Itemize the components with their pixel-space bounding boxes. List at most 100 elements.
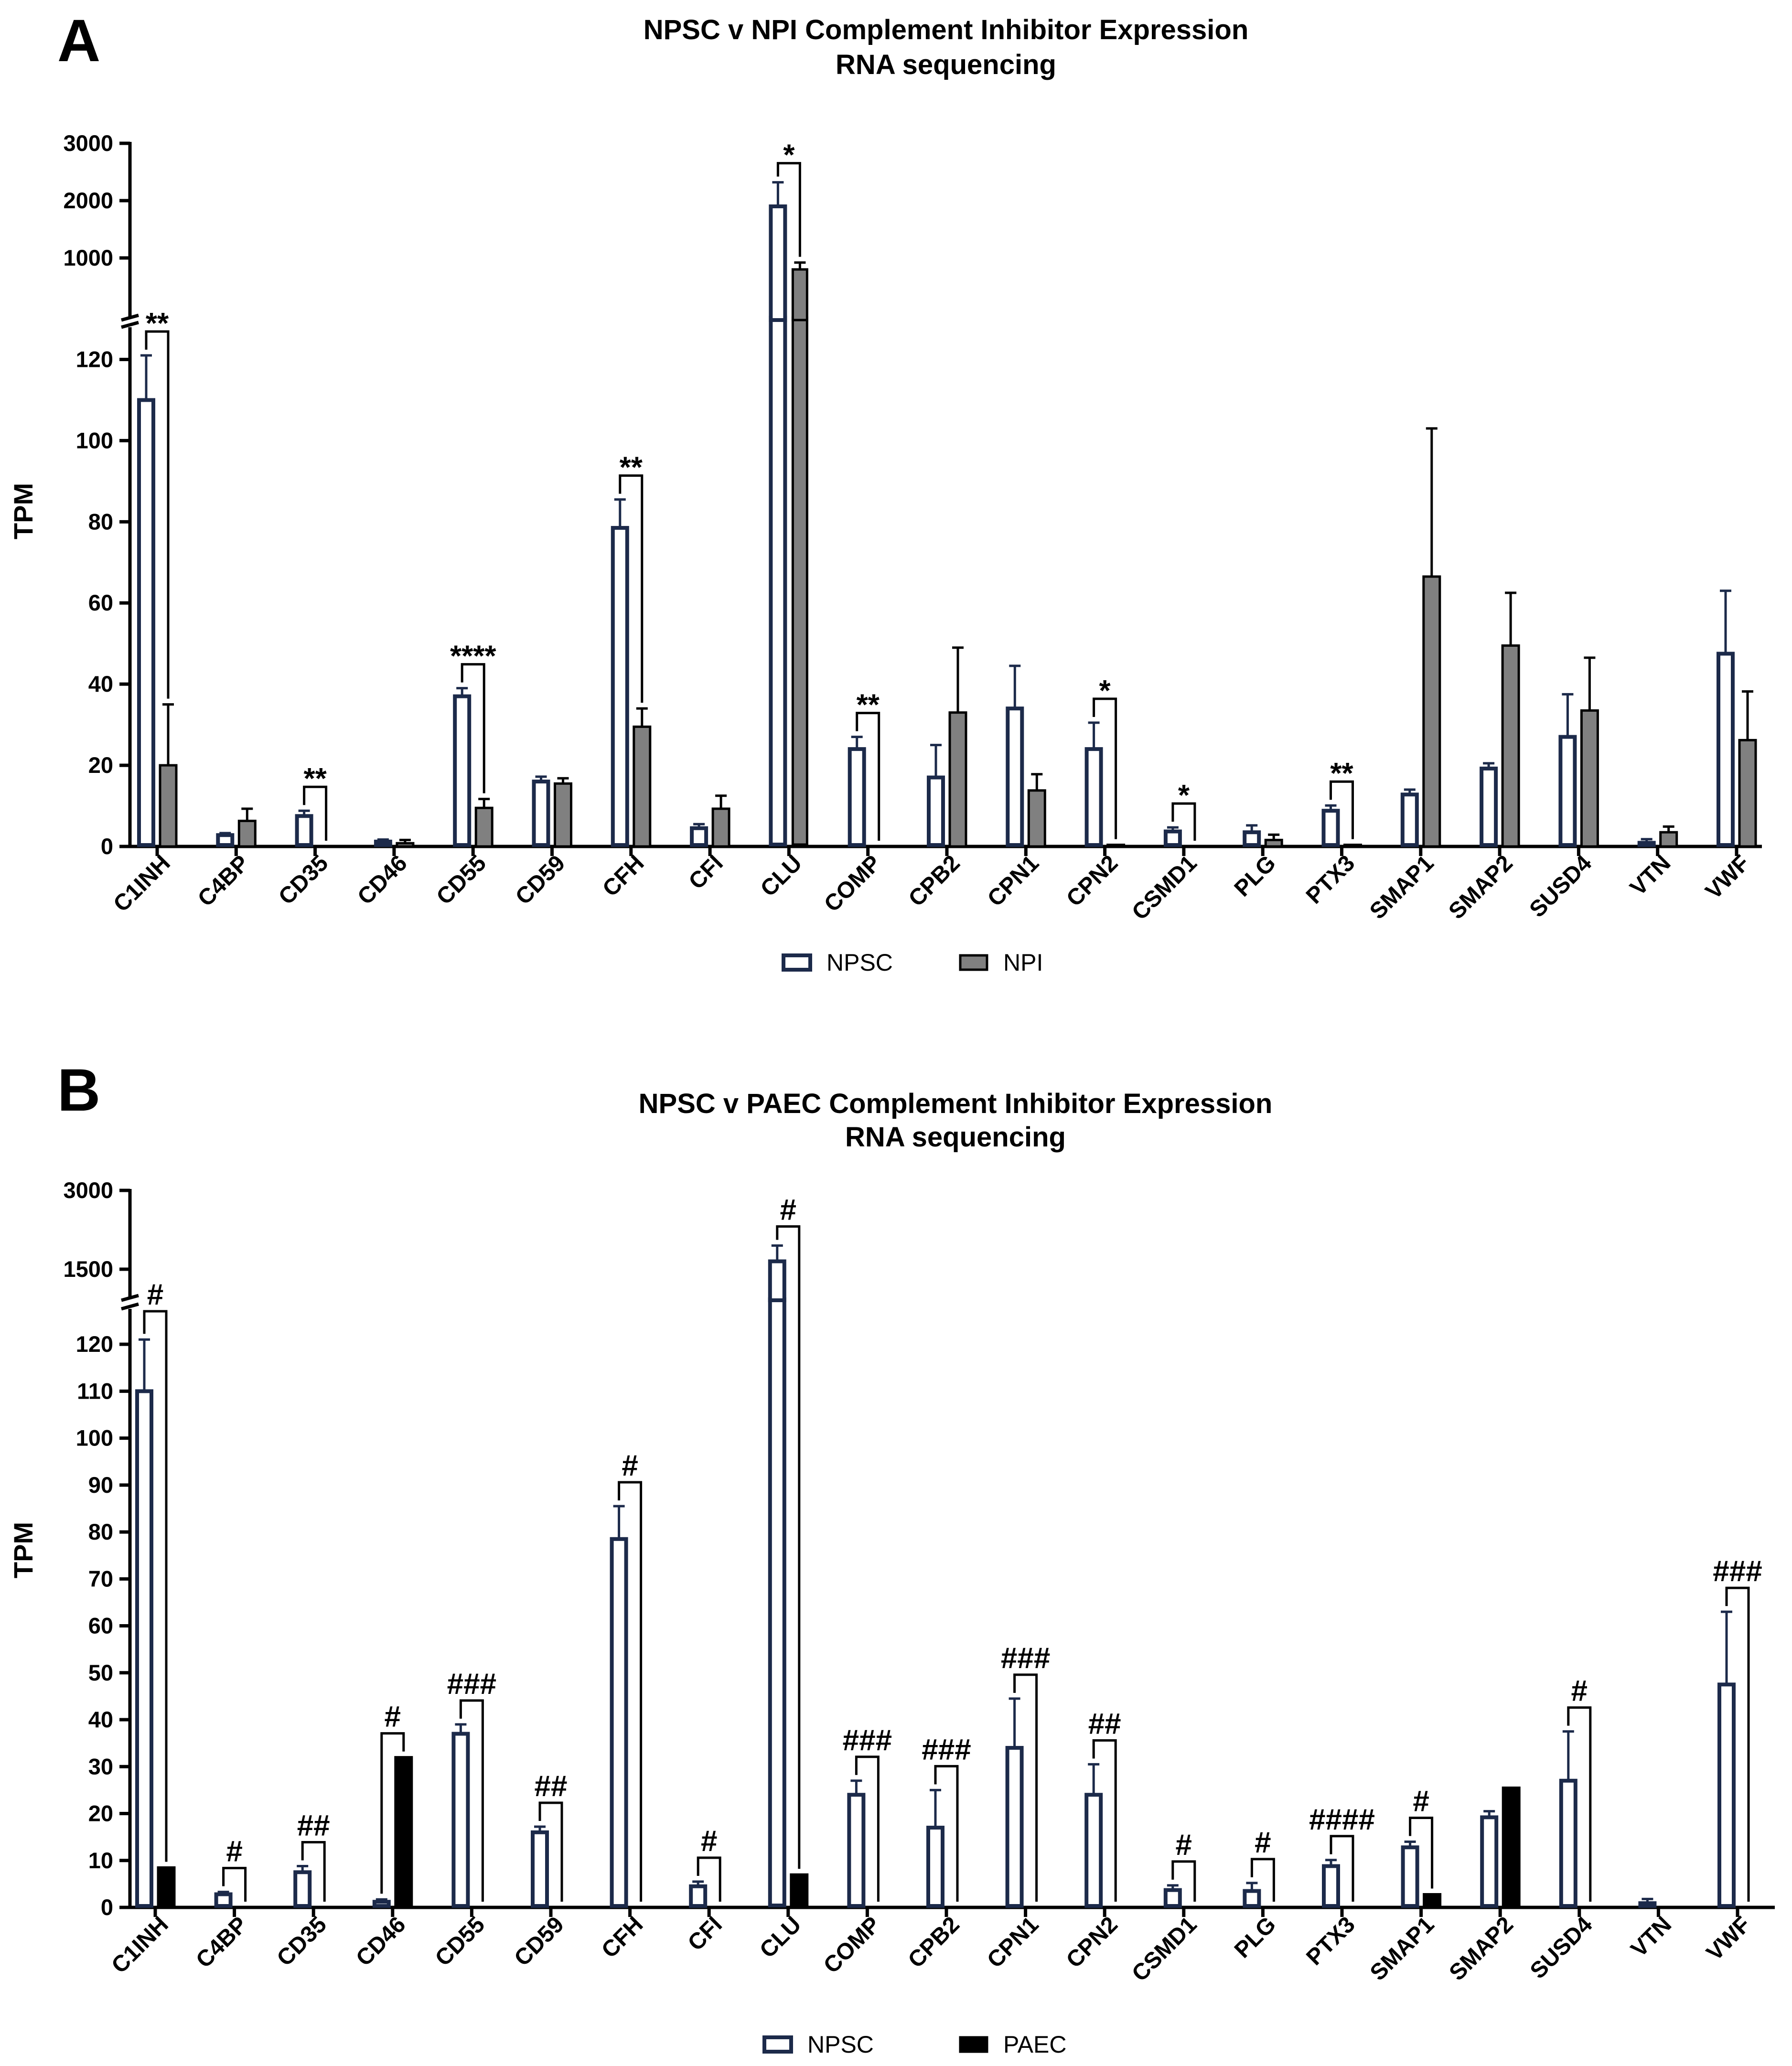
panel-b-sig-label: ### xyxy=(922,1733,971,1766)
panel-b-sig-bracket xyxy=(1567,1706,1592,1902)
panel-b-sig-label: ## xyxy=(1088,1707,1121,1740)
panel-b-sig-bracket xyxy=(538,1801,563,1902)
panel-b-sig-label: # xyxy=(1176,1829,1192,1862)
panel-a-bar-npi xyxy=(1422,575,1441,848)
panel-a-sig-bracket xyxy=(619,474,644,703)
panel-a-bar-npsc-upper xyxy=(769,204,787,322)
panel-a-bar-npi xyxy=(237,819,257,848)
panel-b-sig-label: ### xyxy=(843,1724,892,1757)
panel-a-sig-label: ** xyxy=(1330,757,1353,790)
panel-b-ylabel: TPM xyxy=(8,1522,38,1578)
panel-a-bar-npi xyxy=(554,782,572,848)
panel-a-bar-npi xyxy=(711,807,730,848)
panel-b-label: B xyxy=(57,1057,100,1124)
panel-b-bar-npsc xyxy=(610,1537,628,1908)
panel-a-bar-npsc xyxy=(1637,841,1656,847)
panel-a-legend-label-npsc: NPSC xyxy=(826,949,893,976)
panel-a-bar-npsc xyxy=(216,833,235,847)
panel-a-bar-npi xyxy=(474,806,494,848)
panel-a-sig-bracket xyxy=(856,712,880,841)
panel-a-sig-bracket xyxy=(1171,802,1196,841)
panel-b-bar-npsc xyxy=(135,1389,153,1908)
panel-b-sig-bracket xyxy=(459,1699,484,1902)
panel-b-y-tick-label: 90 xyxy=(88,1472,113,1498)
panel-b-y-tick-label: 110 xyxy=(77,1378,113,1403)
panel-a-ylabel: TPM xyxy=(8,483,38,539)
panel-a-y-tick-label: 40 xyxy=(88,671,113,696)
panel-a-sig-bracket xyxy=(303,785,328,841)
panel-b-y-tick-label: 80 xyxy=(88,1519,113,1544)
panel-b-y-tick-label: 100 xyxy=(76,1425,113,1451)
panel-b-sig-bracket xyxy=(855,1756,880,1902)
panel-b-title: NPSC v PAEC Complement Inhibitor Express… xyxy=(639,1088,1273,1119)
panel-b-bar-npsc xyxy=(214,1892,233,1908)
panel-a-bar-npi xyxy=(948,711,967,848)
panel-b-sig-label: # xyxy=(385,1701,401,1734)
panel-a-y-tick-label: 100 xyxy=(76,428,113,453)
panel-b-bar-npsc xyxy=(1717,1682,1736,1908)
panel-a-sig-bracket xyxy=(461,663,485,793)
panel-b-subtitle: RNA sequencing xyxy=(845,1122,1066,1153)
panel-b-sig-label: # xyxy=(1413,1785,1429,1818)
panel-b-y-tick-label: 70 xyxy=(88,1566,113,1591)
panel-a-bar-npsc xyxy=(611,526,629,847)
panel-b-legend-swatch-npsc xyxy=(762,2035,793,2054)
panel-b-y-tick-label: 3000 xyxy=(63,1178,113,1203)
panel-b-bar-paec xyxy=(790,1873,809,1909)
panel-b-y-tick-label: 40 xyxy=(88,1707,113,1732)
panel-b-sig-bracket xyxy=(1725,1586,1750,1902)
panel-a-bar-npsc xyxy=(532,780,550,847)
panel-a-bar-npsc xyxy=(1717,652,1735,847)
panel-a-y-tick-label: 80 xyxy=(88,509,113,534)
panel-b-axis-break-mark xyxy=(121,1302,139,1311)
panel-a-bar-npsc xyxy=(848,747,866,847)
panel-a-bar-npsc xyxy=(1321,809,1340,847)
panel-b-bar-npsc xyxy=(768,1297,786,1907)
panel-a-bar-npi xyxy=(791,316,808,846)
panel-b-sig-bracket xyxy=(301,1841,326,1902)
panel-b-y-tick-label: 10 xyxy=(88,1848,113,1873)
panel-b-legend-swatch-paec xyxy=(959,2036,988,2053)
panel-b-sig-bracket xyxy=(776,1225,801,1869)
panel-b-bar-npsc xyxy=(1163,1888,1182,1908)
panel-b-sig-bracket xyxy=(618,1481,643,1902)
panel-b-y-tick-label: 120 xyxy=(76,1331,113,1357)
panel-b-bar-npsc xyxy=(926,1825,944,1908)
panel-b-sig-label: ## xyxy=(297,1809,330,1842)
panel-b-bar-npsc xyxy=(1638,1901,1657,1908)
panel-a-y-tick-label: 120 xyxy=(76,346,113,372)
panel-b-sig-bracket xyxy=(380,1732,405,1894)
panel-a-bar-npi xyxy=(1027,789,1046,848)
panel-b-bar-npsc xyxy=(372,1900,391,1908)
panel-b-bar-npsc xyxy=(1243,1889,1261,1908)
panel-a-sig-label: * xyxy=(1099,674,1111,707)
panel-a-bar-npsc xyxy=(1084,747,1103,847)
panel-a-bar-npsc xyxy=(1400,792,1419,847)
panel-a-bar-npi xyxy=(1501,644,1520,848)
panel-b-y-tick-label: 30 xyxy=(88,1754,113,1779)
panel-b-sig-label: # xyxy=(780,1194,796,1227)
panel-b-sig-label: # xyxy=(622,1449,638,1482)
panel-a-sig-bracket xyxy=(1093,697,1117,839)
panel-a-y-tick-label: 0 xyxy=(101,834,113,859)
panel-a-sig-bracket xyxy=(1330,780,1354,839)
panel-a-bar-npsc xyxy=(927,775,945,847)
panel-a-legend-label-npi: NPI xyxy=(1003,949,1043,976)
panel-b-bar-paec xyxy=(157,1866,176,1909)
panel-a-bar-npi xyxy=(1580,709,1599,848)
panel-a-bar-npi xyxy=(1659,831,1678,848)
panel-a-bar-npsc xyxy=(374,839,392,847)
panel-a-title: NPSC v NPI Complement Inhibitor Expressi… xyxy=(644,14,1249,45)
panel-a-bar-npsc xyxy=(1243,830,1261,847)
panel-b-sig-label: #### xyxy=(1309,1803,1375,1836)
panel-b-sig-bracket xyxy=(1250,1858,1275,1902)
panel-b-sig-label: ### xyxy=(1713,1555,1762,1588)
panel-b-bar-npsc xyxy=(451,1732,470,1908)
panel-b-bar-npsc xyxy=(1559,1778,1577,1908)
panel-a-bar-npsc xyxy=(1480,766,1498,847)
panel-a-bar-npi xyxy=(396,842,415,848)
panel-a-axis-break-mark xyxy=(121,313,139,322)
panel-a-bar-npsc xyxy=(295,814,313,847)
panel-a-legend-swatch-npi xyxy=(959,954,988,971)
panel-b-y-tick-label: 20 xyxy=(88,1801,113,1826)
